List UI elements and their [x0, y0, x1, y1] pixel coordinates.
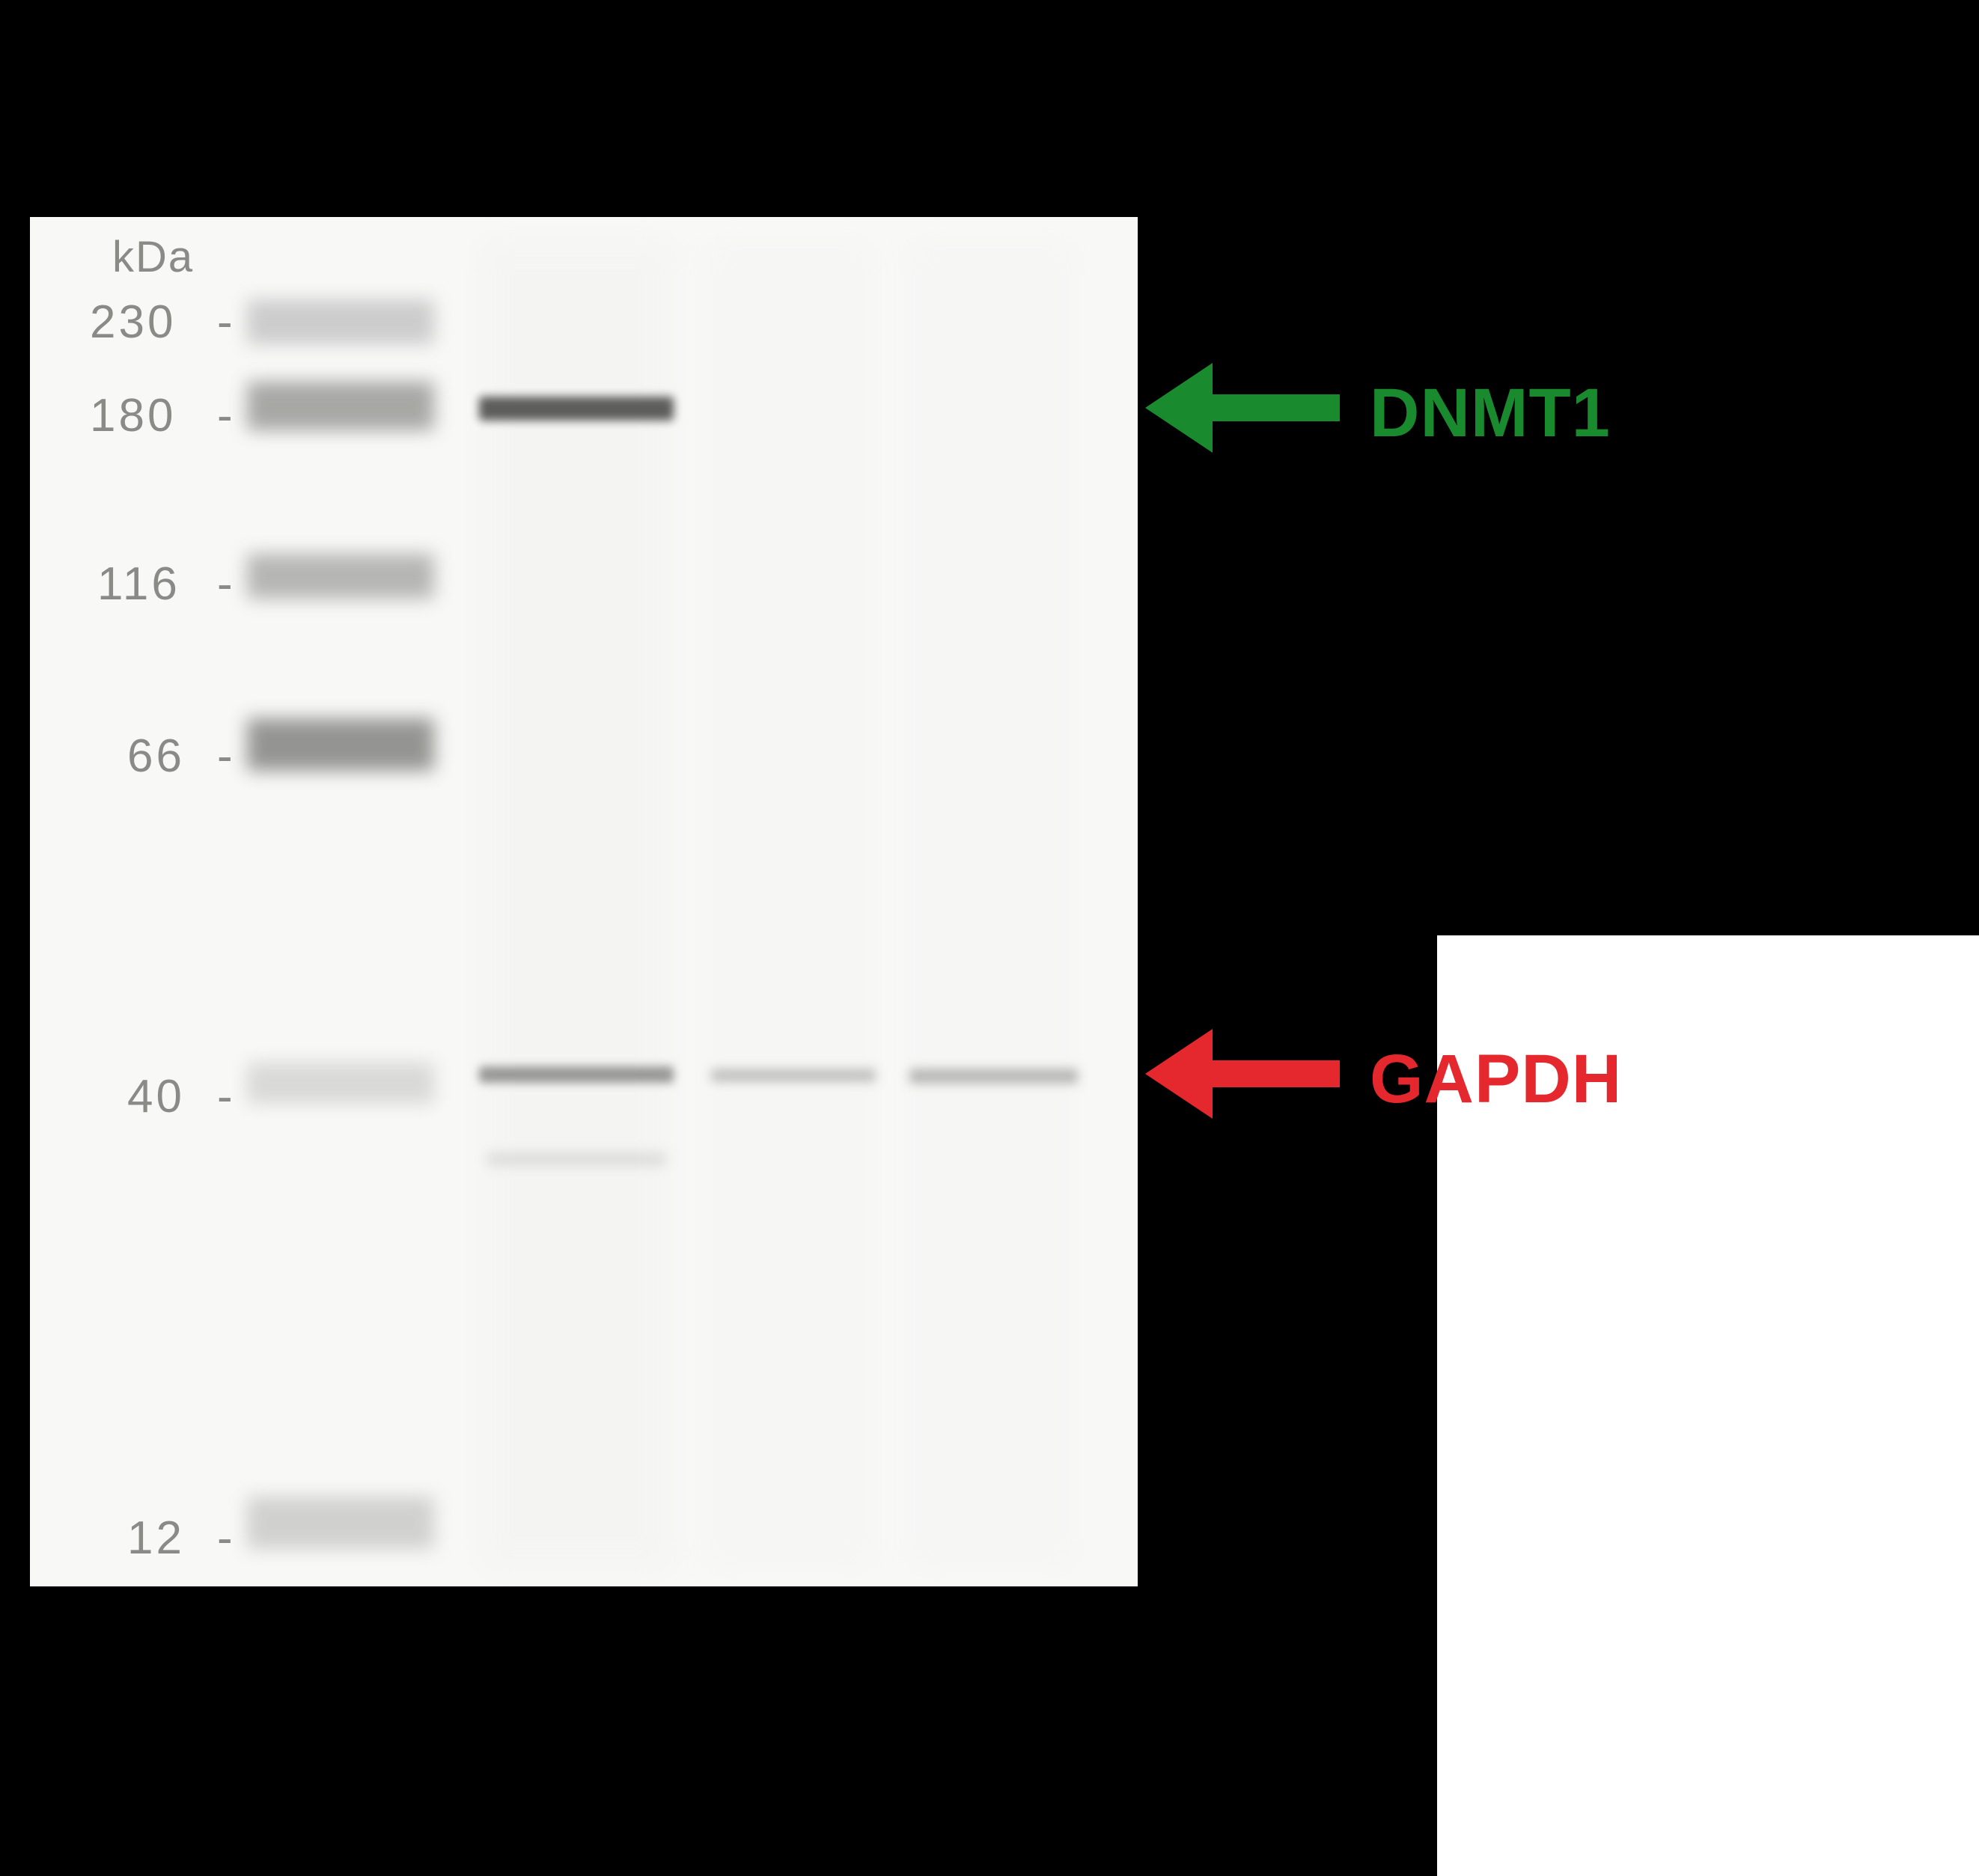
kda-unit-label: kDa [112, 232, 194, 282]
ladder-band-0 [247, 299, 434, 344]
marker-dash-180: - [217, 389, 233, 442]
ladder-band-5 [247, 1497, 434, 1549]
ladder-band-3 [247, 718, 434, 771]
marker-label-116: 116 [97, 557, 180, 611]
arrow-gapdh [1145, 1021, 1347, 1126]
marker-dash-66: - [217, 730, 233, 783]
lane-shading-2 [906, 239, 1078, 1571]
ladder-band-4 [247, 1063, 434, 1104]
sample-band-lane1-0 [479, 397, 674, 421]
arrow-dnmt1 [1145, 355, 1347, 460]
marker-label-66: 66 [127, 730, 185, 783]
ladder-band-2 [247, 554, 434, 599]
sample-band-lane3-4 [909, 1069, 1078, 1084]
lane-shading-0 [479, 239, 674, 1571]
marker-dash-230: - [217, 296, 233, 349]
gel-image: kDa 230-180-116-66-40-12- [30, 217, 1138, 1586]
marker-label-40: 40 [127, 1070, 185, 1123]
marker-dash-116: - [217, 557, 233, 611]
ladder-band-1 [247, 382, 434, 430]
sample-band-lane2-3 [711, 1069, 876, 1082]
marker-label-180: 180 [90, 389, 176, 442]
annotation-label-dnmt1: DNMT1 [1370, 374, 1611, 453]
marker-dash-40: - [217, 1070, 233, 1123]
marker-label-230: 230 [90, 296, 176, 349]
annotation-label-gapdh: GAPDH [1370, 1040, 1622, 1119]
marker-label-12: 12 [127, 1512, 185, 1565]
sample-band-lane1-1 [479, 1066, 674, 1083]
marker-dash-12: - [217, 1512, 233, 1565]
sample-band-lane1-2 [487, 1152, 666, 1166]
lane-shading-1 [704, 239, 876, 1571]
